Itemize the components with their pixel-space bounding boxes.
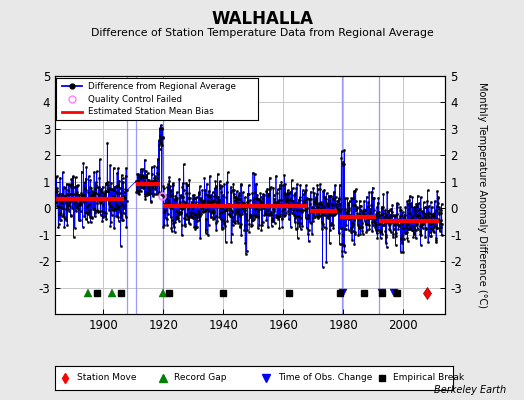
- Text: Station Move: Station Move: [77, 374, 136, 382]
- Text: Estimated Station Mean Bias: Estimated Station Mean Bias: [89, 107, 214, 116]
- Text: Record Gap: Record Gap: [174, 374, 227, 382]
- Text: Berkeley Earth: Berkeley Earth: [433, 385, 506, 395]
- Text: Difference from Regional Average: Difference from Regional Average: [89, 82, 236, 91]
- Text: WALHALLA: WALHALLA: [211, 10, 313, 28]
- Text: Difference of Station Temperature Data from Regional Average: Difference of Station Temperature Data f…: [91, 28, 433, 38]
- Text: Time of Obs. Change: Time of Obs. Change: [278, 374, 373, 382]
- Text: Empirical Break: Empirical Break: [392, 374, 464, 382]
- Text: Quality Control Failed: Quality Control Failed: [89, 94, 182, 104]
- Y-axis label: Monthly Temperature Anomaly Difference (°C): Monthly Temperature Anomaly Difference (…: [477, 82, 487, 308]
